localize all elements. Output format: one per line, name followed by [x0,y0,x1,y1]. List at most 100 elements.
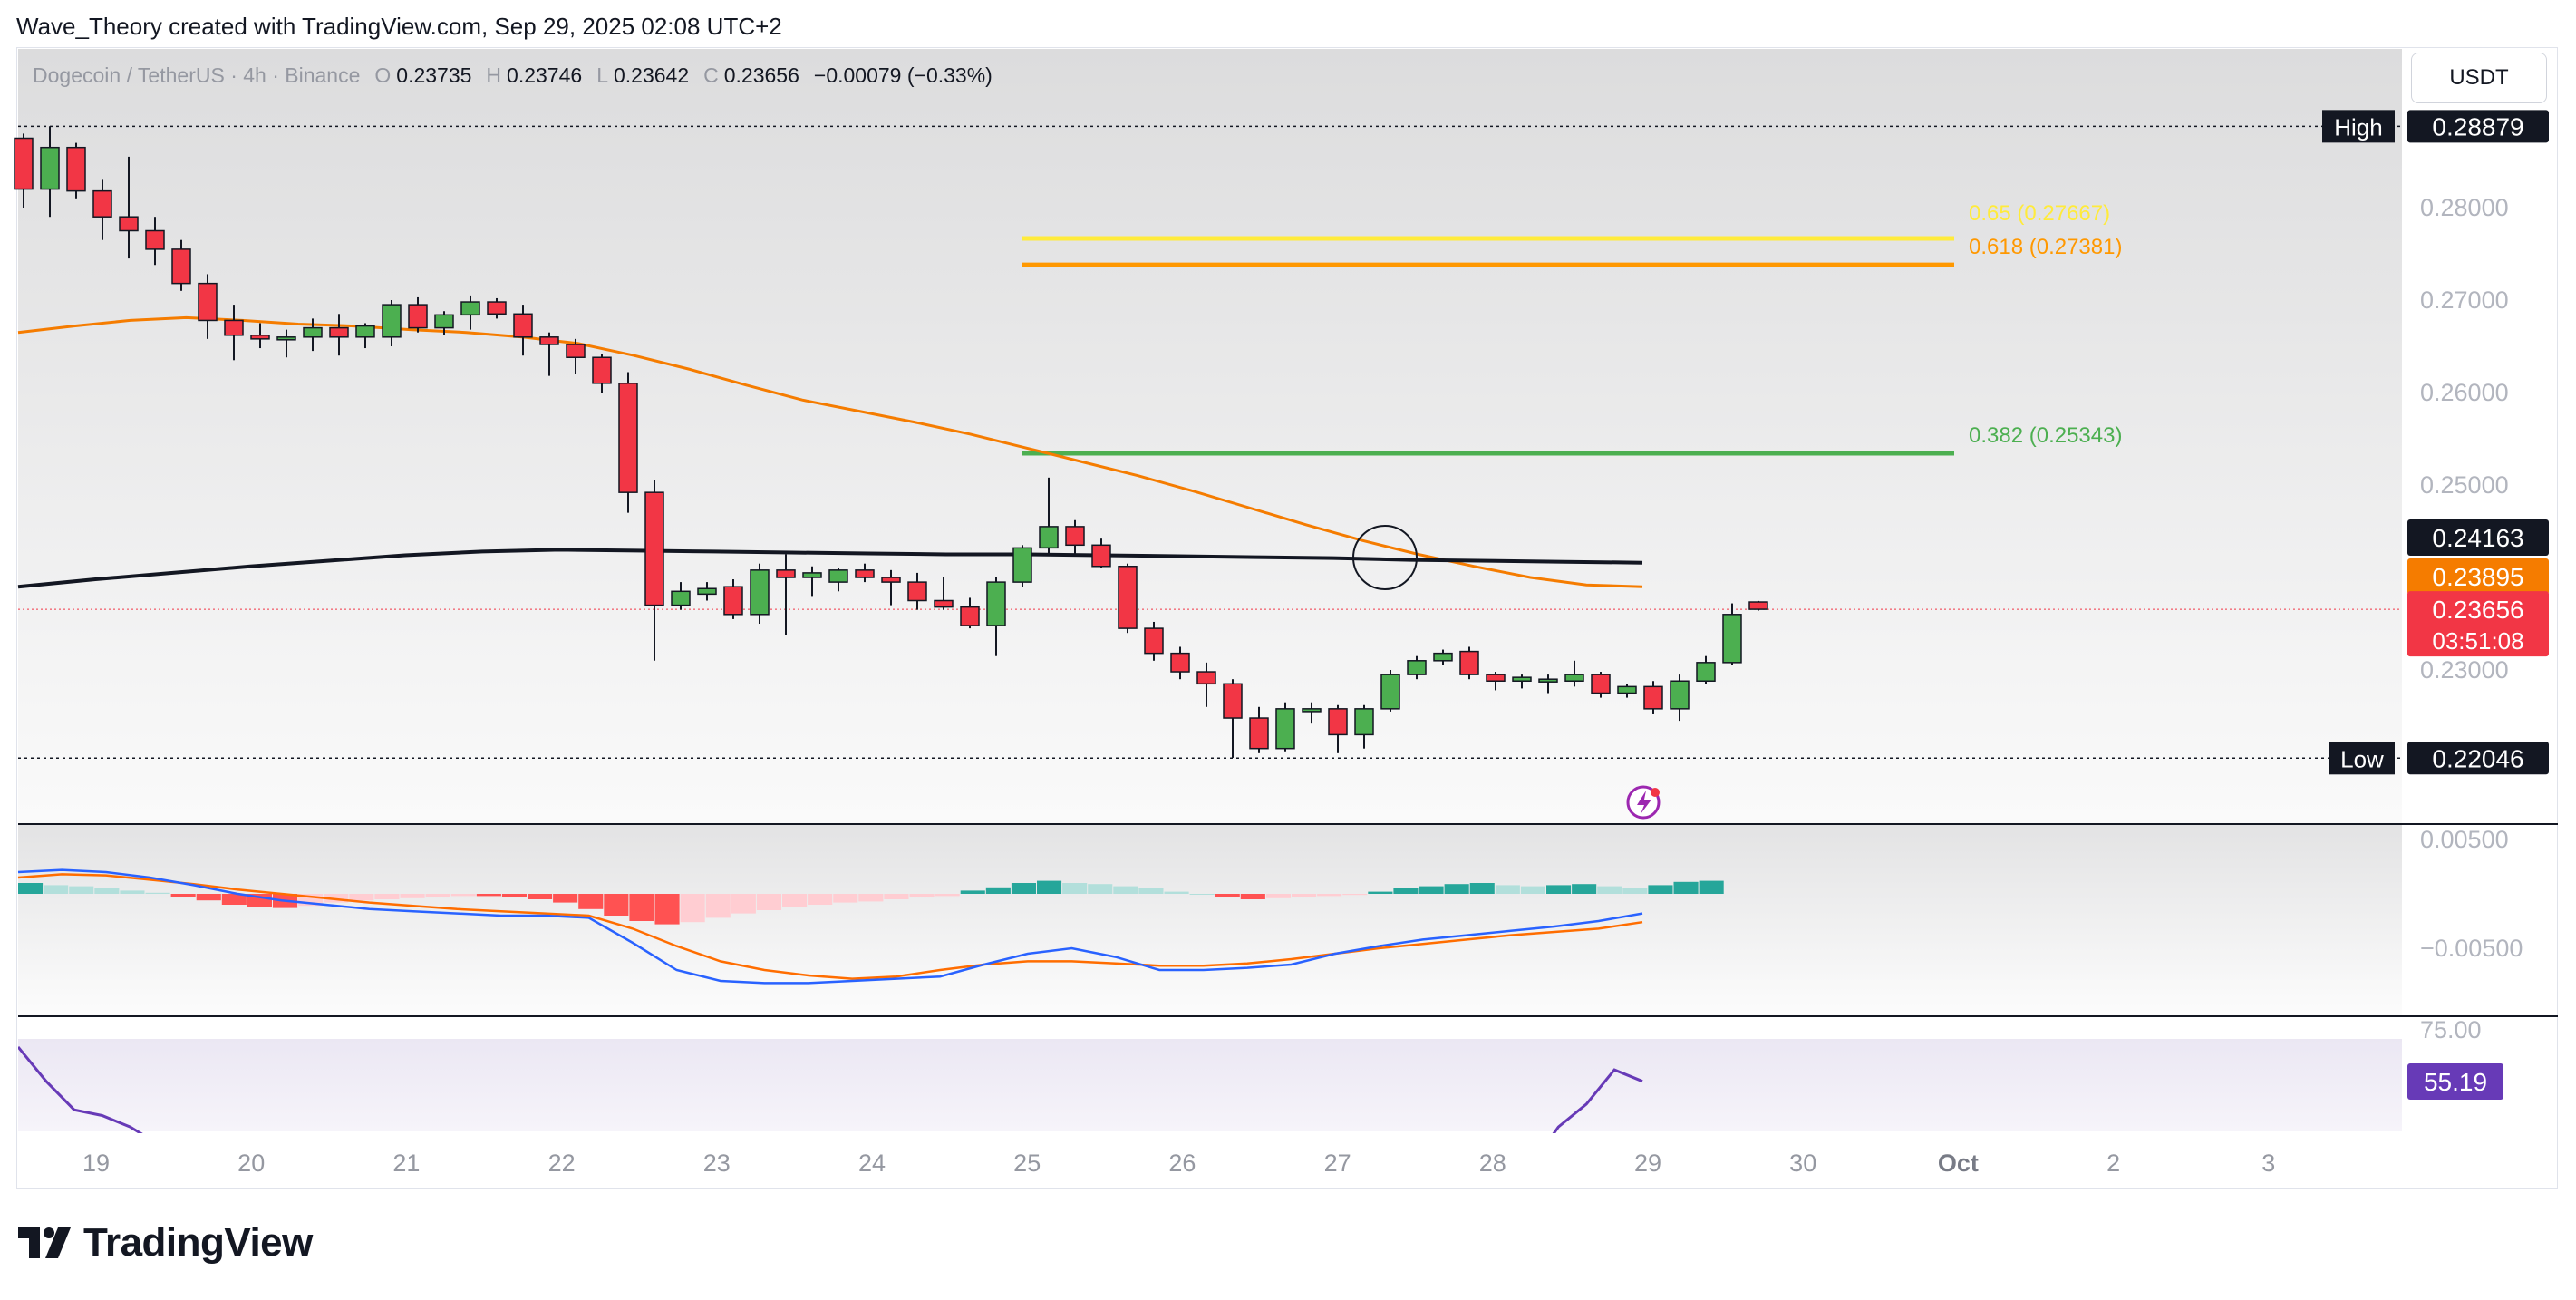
candle[interactable] [1091,538,1111,568]
candle[interactable] [1564,660,1584,687]
candle[interactable] [1433,649,1453,665]
candle[interactable] [171,239,191,291]
price-tick-label: 0.26000 [2420,379,2509,406]
candle[interactable] [986,577,1006,656]
candle-body [250,335,270,340]
candle[interactable] [802,566,822,597]
ma-price-value: 0.23895 [2432,563,2523,591]
macd-hist-bar [1317,894,1342,897]
candle[interactable] [460,295,480,330]
candle[interactable] [1118,563,1138,634]
tradingview-logo-icon [18,1227,71,1258]
candle[interactable] [776,554,796,635]
candle-body [1459,650,1479,675]
candle[interactable] [723,579,743,619]
candle[interactable] [487,297,507,319]
candle[interactable] [960,597,980,629]
candle[interactable] [1012,545,1032,587]
candle[interactable] [1328,704,1348,753]
candle[interactable] [1591,672,1611,698]
candle[interactable] [1696,655,1716,684]
candle[interactable] [355,323,375,349]
currency-button[interactable]: USDT [2411,53,2547,103]
candle[interactable] [592,354,612,393]
tradingview-logo[interactable]: TradingView [18,1220,313,1266]
macd-hist-bar [1292,894,1317,897]
candle-body [198,282,218,322]
candle[interactable] [539,332,559,376]
candle[interactable] [1170,646,1190,680]
candle[interactable] [1512,674,1532,689]
flash-icon[interactable] [1626,785,1661,820]
candle[interactable] [566,338,586,374]
candle-body [1722,614,1742,664]
candle[interactable] [750,563,770,624]
candle[interactable] [1065,519,1085,555]
macd-hist-bar [756,894,781,910]
candle[interactable] [303,318,323,352]
candle[interactable] [382,300,402,346]
candle[interactable] [66,142,86,199]
candle[interactable] [618,372,638,513]
last-price-badge [2407,591,2549,657]
candle[interactable] [329,314,349,356]
candle-body [1091,544,1111,568]
candle-body [1591,674,1611,694]
candle[interactable] [1617,684,1637,698]
candle[interactable] [224,305,244,361]
candle[interactable] [513,305,533,356]
candle[interactable] [1196,662,1216,707]
candle[interactable] [434,311,454,335]
symbol-label[interactable]: Dogecoin / TetherUS · 4h · Binance [33,63,361,87]
candle[interactable] [119,156,139,259]
candle[interactable] [40,126,60,218]
candle[interactable] [1748,600,1768,611]
candle[interactable] [145,217,165,266]
candle-body [1118,566,1138,629]
macd-line[interactable] [17,868,1643,985]
candle[interactable] [828,568,848,592]
candle[interactable] [934,577,954,610]
macd-hist-bar [196,894,221,901]
candle[interactable] [1249,706,1269,753]
candle[interactable] [1407,655,1427,680]
macd-hist-bar [1444,884,1469,894]
ma-line[interactable] [17,548,1643,589]
candle[interactable] [1643,681,1663,714]
candle[interactable] [1486,672,1506,691]
candle[interactable] [1459,646,1479,680]
candle[interactable] [250,323,270,349]
candle[interactable] [1275,702,1295,752]
candle[interactable] [671,582,691,610]
candle[interactable] [907,572,927,610]
candle[interactable] [855,563,875,583]
macd-hist-bar [221,894,247,905]
candle[interactable] [881,569,901,606]
crossover-circle[interactable] [1352,525,1418,590]
candle[interactable] [1144,621,1164,661]
candle[interactable] [1380,670,1400,712]
candle[interactable] [1722,603,1742,665]
candle[interactable] [198,274,218,339]
ema-line[interactable] [17,315,1643,588]
candle[interactable] [644,480,664,661]
macd-hist-bar [553,894,578,903]
candle[interactable] [1302,702,1322,724]
candle[interactable] [276,329,296,358]
candle[interactable] [697,582,717,601]
candle[interactable] [1223,679,1243,758]
candle-body [1354,708,1374,736]
candle[interactable] [1354,704,1374,749]
candle[interactable] [14,133,34,208]
close-label: C [703,63,719,87]
macd-signal-line[interactable] [17,873,1643,980]
candle[interactable] [1039,477,1059,555]
candle[interactable] [408,296,428,333]
ma-price-badge [2407,519,2549,556]
macd-hist-bar [578,894,604,909]
candle[interactable] [92,179,112,240]
candle-body [382,304,402,338]
candle[interactable] [1670,674,1690,722]
candle[interactable] [1538,674,1558,694]
